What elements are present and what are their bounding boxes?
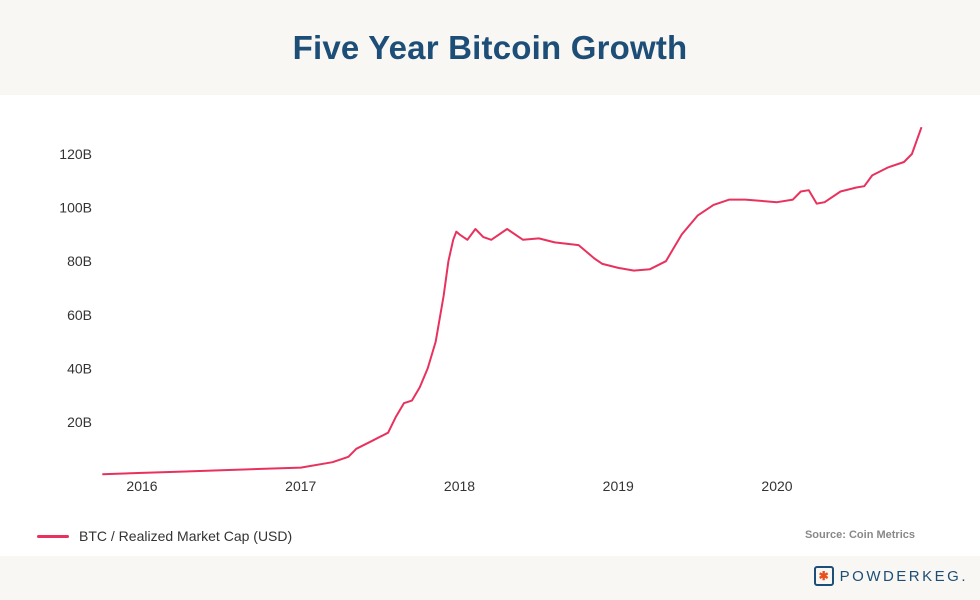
legend: BTC / Realized Market Cap (USD)	[37, 526, 292, 546]
x-axis-ticks: 2016 2017 2018 2019 2020	[126, 478, 792, 494]
x-tick-label: 2017	[285, 478, 316, 494]
page-title: Five Year Bitcoin Growth	[292, 28, 688, 66]
x-tick-label: 2016	[126, 478, 157, 494]
y-tick-label: 40B	[67, 360, 92, 376]
line-chart: 20B 40B 60B 80B 100B 120B 2016 2017 2018 2019 202…	[59, 126, 923, 494]
y-tick-label: 120B	[59, 146, 92, 162]
x-tick-label: 2019	[603, 478, 634, 494]
x-tick-label: 2020	[761, 478, 792, 494]
chart-series	[102, 126, 923, 476]
source-note: Source: Coin Metrics	[804, 529, 915, 541]
chart-area: 20B 40B 60B 80B 100B 120B 2016 2017 2018 2019 202…	[0, 95, 980, 555]
brand-logo: ✱ POWDERKEG.	[813, 566, 968, 586]
y-tick-label: 80B	[67, 253, 92, 269]
brand-name: POWDERKEG.	[839, 567, 968, 585]
footer-bar: ✱ POWDERKEG.	[0, 556, 980, 600]
series-line	[102, 126, 923, 476]
legend-swatch	[37, 534, 69, 538]
powderkeg-icon: ✱	[813, 566, 834, 586]
y-tick-label: 100B	[59, 200, 92, 216]
y-tick-label: 20B	[67, 414, 92, 430]
x-tick-label: 2018	[444, 478, 475, 494]
y-tick-label: 60B	[67, 307, 92, 323]
legend-label: BTC / Realized Market Cap (USD)	[79, 528, 293, 544]
header-bar: Five Year Bitcoin Growth	[0, 0, 980, 95]
y-axis-ticks: 20B 40B 60B 80B 100B 120B	[59, 146, 92, 430]
